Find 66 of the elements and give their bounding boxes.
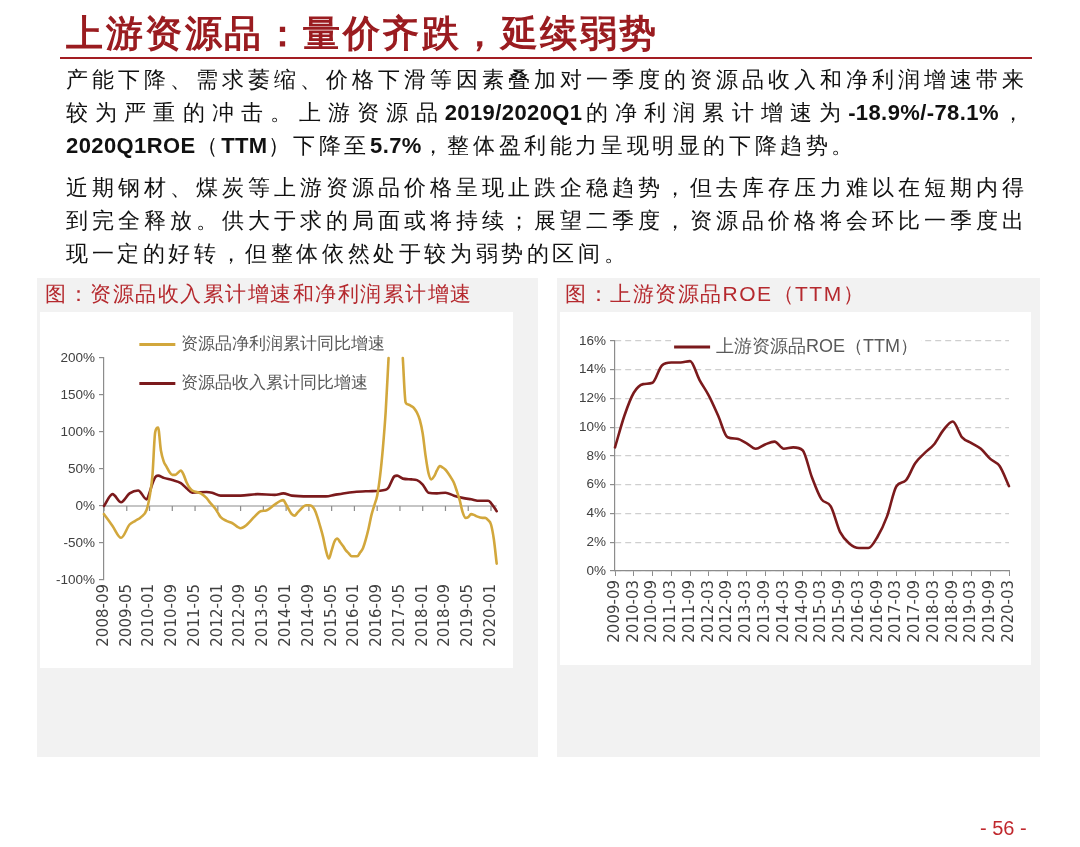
x-tick-label: 2011-05	[184, 584, 203, 647]
y-tick-label: 200%	[60, 349, 95, 365]
legend-label: 上游资源品ROE（TTM）	[716, 335, 919, 356]
y-tick-label: 2%	[586, 533, 606, 549]
y-tick-label: 100%	[60, 423, 95, 439]
y-tick-label: 6%	[586, 476, 606, 492]
x-tick-label: 2014-09	[298, 584, 317, 647]
x-tick-label: 2010-09	[642, 580, 661, 643]
y-tick-label: -100%	[55, 571, 95, 587]
x-tick-label: 2009-09	[604, 580, 623, 643]
line-series	[102, 474, 498, 513]
y-tick-label: 4%	[586, 505, 606, 521]
x-tick-label: 2018-09	[435, 584, 454, 647]
x-tick-label: 2018-03	[923, 580, 942, 643]
chart-title: 图：资源品收入累计增速和净利润累计增速	[45, 281, 473, 307]
y-tick-label: 10%	[578, 418, 606, 434]
x-tick-label: 2016-03	[848, 580, 867, 643]
text: - 56 -	[980, 817, 1027, 840]
x-tick-label: 2011-03	[661, 580, 680, 643]
x-tick-label: 2016-09	[367, 584, 386, 647]
x-tick-label: 2019-03	[961, 580, 980, 643]
x-tick-label: 2015-05	[321, 584, 340, 647]
x-tick-label: 2015-09	[830, 580, 849, 643]
x-tick-label: 2011-09	[679, 580, 698, 643]
x-tick-label: 2008-09	[93, 584, 112, 647]
x-tick-label: 2012-09	[717, 580, 736, 643]
x-tick-label: 2012-01	[207, 584, 226, 647]
x-tick-label: 2020-03	[998, 580, 1017, 643]
x-tick-label: 2014-01	[276, 584, 295, 647]
y-tick-label: -50%	[63, 534, 95, 550]
y-tick-label: 0%	[75, 497, 95, 513]
x-tick-label: 2017-09	[905, 580, 924, 643]
x-tick-label: 2015-03	[811, 580, 830, 643]
chart-title: 图：上游资源品ROE（TTM）	[565, 281, 866, 307]
x-tick-label: 2019-09	[980, 580, 999, 643]
x-tick-label: 2010-03	[623, 580, 642, 643]
y-tick-label: 150%	[60, 386, 95, 402]
x-tick-label: 2017-03	[886, 580, 905, 643]
x-tick-label: 2014-03	[773, 580, 792, 643]
y-tick-label: 14%	[578, 361, 606, 377]
y-tick-label: 50%	[67, 460, 95, 476]
x-tick-label: 2016-09	[867, 580, 886, 643]
x-tick-label: 2012-09	[230, 584, 249, 647]
x-tick-label: 2014-09	[792, 580, 811, 643]
x-tick-label: 2010-01	[139, 584, 158, 647]
x-tick-label: 2009-05	[116, 584, 135, 647]
legend-label: 资源品收入累计同比增速	[181, 372, 369, 392]
x-tick-label: 2020-01	[480, 584, 499, 647]
legend-label: 资源品净利润累计同比增速	[181, 333, 386, 353]
x-tick-label: 2017-05	[389, 584, 408, 647]
x-tick-label: 2013-05	[253, 584, 272, 647]
x-tick-label: 2018-09	[942, 580, 961, 643]
x-tick-label: 2010-09	[162, 584, 181, 647]
text: 上游资源品：量价齐跌，延续弱势	[66, 12, 659, 56]
x-tick-label: 2013-09	[754, 580, 773, 643]
text: 近期钢材、煤炭等上游资源品价格呈现止跌企稳趋势，但去库存压力难以在短期内得到完全释放。供大于求的局面或将持续；展望二季度，资源品价格将会环比一季度出现一定的好转，但整体依然处于较为弱势的区间。	[66, 175, 1028, 266]
y-tick-label: 8%	[586, 447, 606, 463]
line-series	[613, 359, 1011, 550]
x-tick-label: 2019-05	[458, 584, 477, 647]
y-tick-label: 16%	[578, 332, 606, 348]
y-tick-label: 12%	[578, 390, 606, 406]
y-tick-label: 0%	[586, 562, 606, 578]
x-tick-label: 2013-03	[736, 580, 755, 643]
x-tick-label: 2018-01	[412, 584, 431, 647]
x-tick-label: 2012-03	[698, 580, 717, 643]
x-tick-label: 2016-01	[344, 584, 363, 647]
